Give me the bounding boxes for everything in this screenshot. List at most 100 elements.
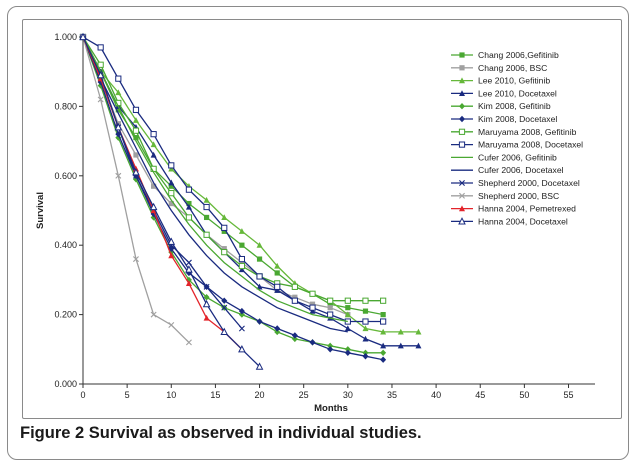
x-tick-label: 20 — [255, 390, 265, 400]
data-point — [256, 256, 263, 262]
x-tick-label: 25 — [299, 390, 309, 400]
data-point — [221, 297, 228, 304]
data-point — [274, 262, 281, 269]
x-axis-title: Months — [314, 403, 348, 414]
data-point — [274, 283, 281, 290]
data-point — [238, 262, 245, 270]
data-point — [97, 96, 104, 103]
y-tick-label: 1.000 — [54, 32, 77, 42]
series-4 — [80, 33, 387, 356]
x-tick-label: 55 — [564, 390, 574, 400]
data-point — [344, 349, 351, 356]
legend-label: Lee 2010, Gefitinib — [478, 76, 550, 86]
data-point — [150, 207, 157, 214]
series-line — [82, 36, 384, 354]
legend-swatch-marker — [459, 180, 465, 186]
series-line — [82, 36, 349, 316]
data-point — [115, 172, 122, 179]
legend-item: Lee 2010, Gefitinib — [451, 76, 550, 86]
y-tick-label: 0.400 — [54, 240, 77, 250]
data-point — [186, 200, 192, 207]
data-point — [291, 332, 298, 339]
series-7 — [79, 33, 387, 325]
data-point — [362, 353, 369, 360]
legend-label: Cufer 2006, Gefitinib — [478, 152, 557, 162]
legend-swatch-marker — [458, 217, 466, 225]
data-point — [397, 328, 404, 335]
caption-label: Figure 2 — [20, 424, 85, 442]
data-point — [327, 311, 334, 318]
data-point — [149, 202, 158, 211]
data-point — [238, 266, 245, 273]
data-point — [309, 304, 316, 311]
data-point — [309, 339, 316, 346]
data-point — [132, 256, 139, 263]
data-point — [239, 242, 245, 248]
data-point — [133, 152, 139, 158]
data-point — [132, 117, 139, 123]
data-point — [167, 237, 176, 245]
data-point — [256, 242, 263, 248]
series-2 — [80, 33, 422, 335]
data-point — [221, 228, 227, 234]
data-point — [97, 44, 104, 51]
legend-item: Hanna 2004, Pemetrexed — [451, 204, 576, 214]
series-0 — [80, 34, 386, 318]
x-tick-label: 40 — [431, 390, 441, 400]
series-line — [82, 36, 348, 323]
data-point — [221, 249, 228, 256]
data-point — [168, 252, 175, 259]
x-tick-label: 50 — [519, 390, 529, 400]
series-5 — [80, 33, 387, 363]
legend-item: Shepherd 2000, Docetaxel — [451, 178, 580, 188]
legend-label: Shepherd 2000, Docetaxel — [478, 178, 580, 188]
data-point — [221, 224, 228, 231]
series-line — [82, 36, 243, 329]
legend-swatch-marker — [459, 77, 465, 84]
legend-item: Kim 2008, Docetaxel — [451, 114, 557, 124]
x-tick-label: 15 — [210, 390, 220, 400]
data-point — [274, 328, 281, 336]
series-9 — [82, 36, 348, 333]
series-11 — [80, 34, 192, 346]
data-point — [96, 70, 105, 79]
data-point — [150, 151, 157, 158]
data-point — [115, 107, 121, 113]
data-point — [327, 342, 334, 350]
data-point — [185, 265, 193, 273]
y-tick-label: 0.600 — [54, 171, 77, 181]
x-tick-label: 10 — [166, 390, 176, 400]
legend-item: Hanna 2004, Docetaxel — [451, 216, 568, 226]
data-point — [380, 312, 386, 318]
x-tick-label: 30 — [343, 390, 353, 400]
legend-label: Cufer 2006, Docetaxel — [478, 165, 564, 175]
data-point — [291, 283, 298, 290]
series-line — [82, 36, 384, 316]
data-point — [345, 305, 351, 311]
data-point — [344, 311, 351, 318]
x-tick-label: 0 — [80, 390, 85, 400]
data-point — [97, 61, 104, 68]
data-point — [291, 335, 298, 343]
data-point — [150, 214, 157, 221]
legend-label: Lee 2010, Docetaxel — [478, 88, 557, 98]
data-point — [309, 307, 316, 314]
legend-item: Maruyama 2008, Docetaxel — [451, 140, 583, 150]
legend-swatch-marker — [459, 52, 465, 58]
data-point — [362, 297, 369, 304]
data-point — [168, 179, 175, 186]
series-line — [82, 36, 419, 333]
data-point — [292, 294, 298, 300]
figure-frame: 0.000 0.200 0.400 0.600 0.800 1.000 0 5 10 15 20 25… — [7, 6, 629, 460]
legend-swatch-marker — [459, 65, 465, 71]
legend-swatch-marker — [459, 205, 465, 212]
y-tick-label: 0.000 — [54, 379, 77, 389]
data-point — [238, 311, 245, 318]
data-point — [185, 186, 193, 193]
caption-text: Survival as observed in individual studi… — [88, 424, 422, 442]
data-point — [221, 214, 228, 221]
data-point — [397, 342, 404, 349]
data-point — [168, 322, 175, 328]
data-point — [344, 297, 351, 304]
legend-label: Hanna 2004, Pemetrexed — [478, 204, 576, 214]
